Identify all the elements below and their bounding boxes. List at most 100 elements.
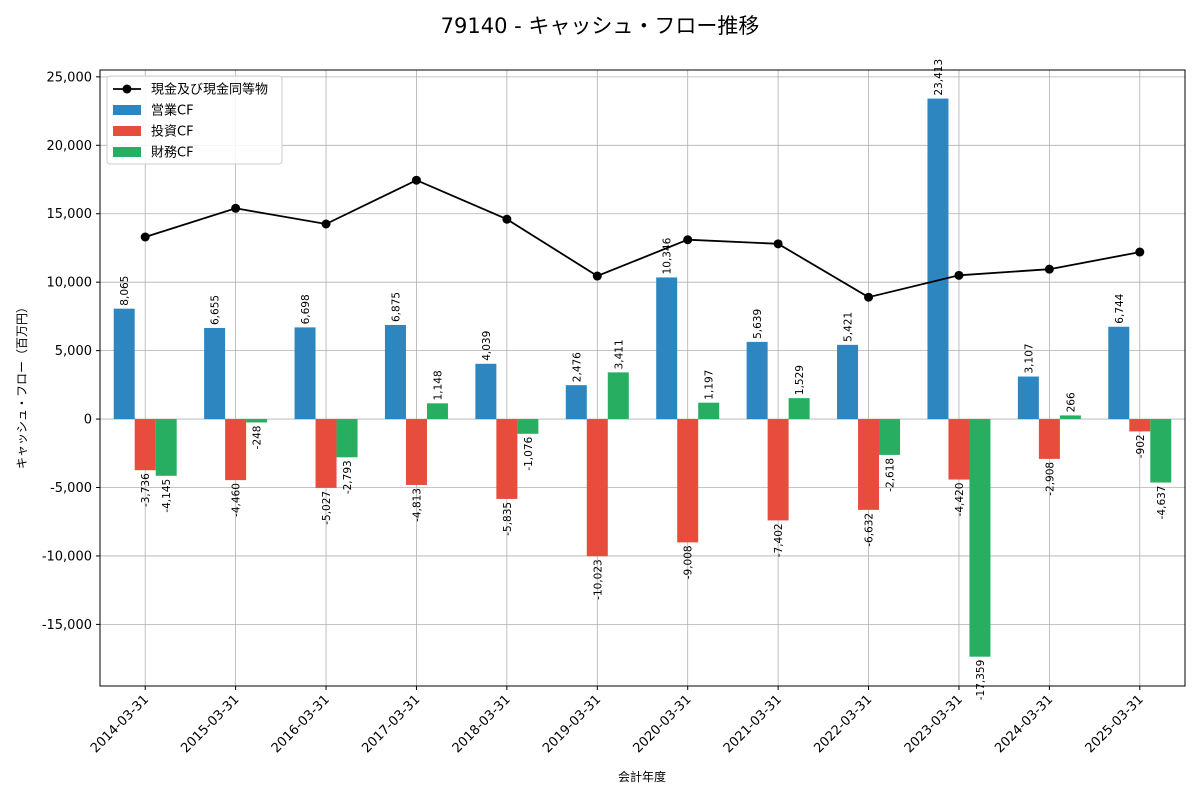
plot-frame bbox=[99, 69, 1186, 687]
y-tick-label: 25,000 bbox=[47, 70, 93, 85]
bar-営業CF-2017-03-31 bbox=[384, 324, 406, 420]
bar-投資CF-2020-03-31 bbox=[677, 419, 699, 543]
value-label: 266 bbox=[1065, 392, 1077, 412]
bar-財務CF-2024-03-31 bbox=[1059, 415, 1081, 420]
value-label: -2,908 bbox=[1044, 462, 1056, 496]
bar-投資CF-2021-03-31 bbox=[767, 419, 789, 521]
bar-財務CF-2014-03-31 bbox=[155, 419, 177, 476]
value-label: -17,359 bbox=[975, 660, 987, 701]
cash-equivalents-line bbox=[144, 179, 1140, 299]
cash-line bbox=[140, 175, 1145, 302]
legend-label: 財務CF bbox=[151, 146, 194, 161]
bar-財務CF-2025-03-31 bbox=[1150, 419, 1172, 483]
cash-point-2018-03-31 bbox=[502, 214, 512, 224]
value-label: -7,402 bbox=[773, 523, 785, 557]
cash-point-2017-03-31 bbox=[411, 175, 421, 185]
cash-point-2016-03-31 bbox=[321, 219, 331, 229]
value-label: -10,023 bbox=[592, 559, 604, 600]
y-tick-label: -5,000 bbox=[50, 481, 92, 496]
bar-投資CF-2018-03-31 bbox=[496, 419, 518, 499]
value-label: 2,476 bbox=[571, 352, 583, 382]
bar-財務CF-2016-03-31 bbox=[336, 419, 358, 458]
value-label: 23,413 bbox=[933, 59, 945, 96]
value-label: -2,618 bbox=[885, 458, 897, 492]
bar-投資CF-2022-03-31 bbox=[858, 419, 880, 510]
value-label: -4,813 bbox=[412, 488, 424, 522]
chart-title: 79140 - キャッシュ・フロー推移 bbox=[441, 14, 760, 38]
bar-営業CF-2022-03-31 bbox=[837, 344, 859, 420]
bar-営業CF-2016-03-31 bbox=[294, 327, 316, 420]
bar-投資CF-2024-03-31 bbox=[1038, 419, 1060, 459]
value-label: 3,107 bbox=[1023, 343, 1035, 373]
value-label: 1,197 bbox=[704, 370, 716, 400]
value-label: 5,421 bbox=[843, 312, 855, 342]
value-label: 4,039 bbox=[481, 331, 493, 361]
data-labels: 8,065 6,655 6,698 6,875 4,039 2,476 10,346 5,63… bbox=[119, 59, 1168, 700]
legend-swatch bbox=[113, 147, 141, 157]
bar-営業CF-2021-03-31 bbox=[746, 341, 768, 420]
bar-営業CF-2024-03-31 bbox=[1017, 376, 1039, 420]
value-label: -5,027 bbox=[321, 491, 333, 525]
x-tick-label: 2017-03-31 bbox=[359, 692, 423, 756]
legend-label: 投資CF bbox=[151, 124, 194, 140]
value-label: 1,529 bbox=[794, 365, 806, 395]
value-label: 6,655 bbox=[210, 295, 222, 325]
y-tick-label: 0 bbox=[84, 413, 92, 428]
y-tick-label: 15,000 bbox=[47, 207, 93, 222]
y-tick-label: -10,000 bbox=[42, 549, 92, 564]
x-tick-label: 2024-03-31 bbox=[992, 692, 1056, 756]
x-tick-label: 2025-03-31 bbox=[1083, 692, 1147, 756]
value-label: -902 bbox=[1135, 434, 1147, 458]
value-label: 10,346 bbox=[662, 237, 674, 274]
y-tick-label: 10,000 bbox=[47, 276, 93, 291]
bar-財務CF-2020-03-31 bbox=[698, 402, 720, 420]
value-label: -9,008 bbox=[683, 545, 695, 579]
legend-swatch bbox=[113, 126, 141, 136]
bar-投資CF-2016-03-31 bbox=[315, 419, 337, 488]
bar-財務CF-2023-03-31 bbox=[969, 419, 991, 657]
y-tick-label: 20,000 bbox=[47, 139, 93, 154]
value-label: -4,145 bbox=[161, 479, 173, 513]
y-axis-label: キャッシュ・フロー（百万円） bbox=[15, 301, 29, 469]
value-label: -4,460 bbox=[231, 483, 243, 517]
bar-財務CF-2018-03-31 bbox=[517, 419, 539, 434]
value-label: -248 bbox=[252, 426, 264, 450]
bar-営業CF-2020-03-31 bbox=[656, 277, 678, 420]
bar-財務CF-2017-03-31 bbox=[426, 403, 448, 420]
x-tick-label: 2016-03-31 bbox=[269, 692, 333, 756]
value-label: -3,736 bbox=[140, 473, 152, 507]
bar-財務CF-2022-03-31 bbox=[879, 419, 901, 455]
value-label: 6,744 bbox=[1114, 293, 1126, 323]
x-axis-label: 会計年度 bbox=[618, 769, 666, 784]
value-label: -2,793 bbox=[342, 460, 354, 494]
value-label: 5,639 bbox=[752, 309, 764, 339]
value-label: 1,148 bbox=[433, 370, 445, 400]
cash-point-2023-03-31 bbox=[954, 270, 964, 280]
legend-box bbox=[106, 75, 283, 165]
bars bbox=[113, 98, 1172, 657]
bar-投資CF-2023-03-31 bbox=[948, 419, 970, 480]
bar-投資CF-2025-03-31 bbox=[1129, 419, 1151, 432]
bar-営業CF-2015-03-31 bbox=[204, 327, 226, 420]
x-tick-label: 2015-03-31 bbox=[178, 692, 242, 756]
bar-投資CF-2019-03-31 bbox=[586, 419, 608, 557]
x-tick-label: 2018-03-31 bbox=[450, 692, 514, 756]
bar-営業CF-2019-03-31 bbox=[565, 385, 587, 420]
bar-営業CF-2014-03-31 bbox=[113, 308, 135, 420]
y-tick-label: -15,000 bbox=[42, 618, 92, 633]
bar-財務CF-2019-03-31 bbox=[607, 372, 629, 420]
value-label: 6,875 bbox=[391, 292, 403, 322]
cash-point-2022-03-31 bbox=[864, 292, 874, 302]
value-label: -5,835 bbox=[502, 502, 514, 536]
bar-営業CF-2018-03-31 bbox=[475, 363, 497, 420]
value-label: 6,698 bbox=[300, 294, 312, 324]
legend-line-marker bbox=[122, 84, 132, 94]
x-tick-label: 2021-03-31 bbox=[721, 692, 785, 756]
y-tick-label: 5,000 bbox=[55, 344, 92, 359]
bar-営業CF-2023-03-31 bbox=[927, 98, 949, 420]
bar-営業CF-2025-03-31 bbox=[1108, 326, 1130, 420]
x-tick-label: 2022-03-31 bbox=[811, 692, 875, 756]
